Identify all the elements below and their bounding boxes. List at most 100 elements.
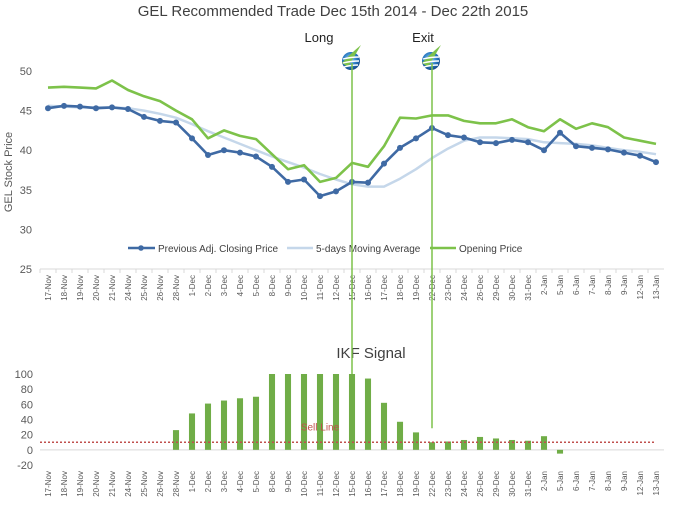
signal-y-tick-label: 60 [21,399,33,411]
signal-x-tick-label: 5-Dec [252,471,261,492]
y-axis-label: GEL Stock Price [3,132,15,212]
signal-bar [188,413,196,450]
signal-bar [460,439,468,450]
x-tick-label: 29-Dec [492,275,501,301]
x-tick-label: 5-Dec [252,275,261,296]
signal-x-tick-label: 25-Nov [140,471,149,497]
data-point [269,163,275,170]
signal-x-tick-label: 15-Dec [348,471,357,497]
x-tick-label: 12-Dec [332,275,341,301]
signal-bar [380,402,388,450]
signal-x-tick-label: 22-Dec [428,471,437,497]
signal-y-tick-label: -20 [17,460,33,472]
data-point [77,103,83,110]
signal-bar [172,430,180,450]
data-point [109,104,115,111]
signal-x-tick-label: 4-Dec [236,471,245,492]
data-point [509,136,515,143]
signal-x-tick-label: 12-Jan [636,471,645,495]
x-tick-label: 18-Nov [60,275,69,301]
signal-bar [396,421,404,450]
signal-bar [284,374,292,450]
signal-x-tick-label: 12-Dec [332,471,341,497]
x-tick-label: 28-Nov [172,275,181,301]
signal-bar [524,440,532,450]
legend-marker-closing [138,245,144,251]
signal-x-tick-label: 28-Nov [172,471,181,497]
x-tick-label: 7-Jan [588,275,597,295]
data-point [493,140,499,147]
x-tick-label: 2-Dec [204,275,213,296]
gel-logo-icon [342,45,361,70]
signal-x-tick-label: 18-Nov [60,471,69,497]
data-point [253,153,259,160]
signal-bar [220,400,228,450]
x-tick-label: 30-Dec [508,275,517,301]
y-tick-label: 45 [20,106,32,118]
x-tick-label: 9-Jan [620,275,629,295]
signal-bar [252,396,260,450]
data-point [141,113,147,120]
data-point [589,144,595,151]
x-tick-label: 12-Jan [636,275,645,299]
y-tick-label: 35 [20,185,32,197]
x-tick-label: 20-Nov [92,275,101,301]
x-tick-label: 24-Dec [460,275,469,301]
data-point [573,143,579,150]
data-point [445,132,451,139]
data-point [477,139,483,146]
data-point [541,147,547,154]
y-tick-label: 50 [20,66,32,78]
data-point [381,160,387,167]
legend-label-opening: Opening Price [459,244,523,255]
signal-x-tick-label: 16-Dec [364,471,373,497]
signal-bar [476,436,484,450]
data-point [173,119,179,126]
x-tick-label: 31-Dec [524,275,533,301]
signal-x-tick-label: 17-Dec [380,471,389,497]
trade-lines [351,63,433,429]
signal-bar [348,374,356,450]
data-point [125,106,131,113]
signal-x-tick-label: 13-Jan [652,471,661,495]
data-point [397,144,403,151]
data-point [221,147,227,154]
signal-x-tick-label: 26-Nov [156,471,165,497]
data-point [365,179,371,186]
long-annotation-label: Long [305,30,334,45]
data-point [45,105,51,112]
signal-x-tick-label: 2-Jan [540,471,549,491]
signal-x-tick-label: 23-Dec [444,471,453,497]
signal-x-tick-label: 17-Nov [44,471,53,497]
data-point [525,139,531,146]
signal-x-tick-label: 29-Dec [492,471,501,497]
data-point [317,193,323,200]
y-tick-label: 30 [20,224,32,236]
x-tick-label: 17-Dec [380,275,389,301]
signal-x-tick-label: 24-Nov [124,471,133,497]
x-tick-label: 24-Nov [124,275,133,301]
data-point [285,178,291,185]
data-point [557,129,563,136]
y-tick-label: 25 [20,264,32,276]
signal-x-tick-label: 31-Dec [524,471,533,497]
signal-y-tick-label: 0 [27,445,33,457]
signal-x-tick-label: 2-Dec [204,471,213,492]
signal-chart-bars [172,374,564,454]
data-point [653,159,659,166]
y-tick-label: 40 [20,145,32,157]
signal-bar [364,378,372,450]
signal-x-tick-label: 8-Jan [604,471,613,491]
legend-label-closing: Previous Adj. Closing Price [158,244,278,255]
data-point [621,149,627,156]
data-point [157,117,163,124]
data-point [333,188,339,195]
x-tick-label: 3-Dec [220,275,229,296]
data-point [61,102,67,109]
sell-line: Sell Line [40,422,656,444]
signal-bar [412,432,420,450]
signal-x-tick-label: 1-Dec [188,471,197,492]
x-tick-label: 13-Jan [652,275,661,299]
